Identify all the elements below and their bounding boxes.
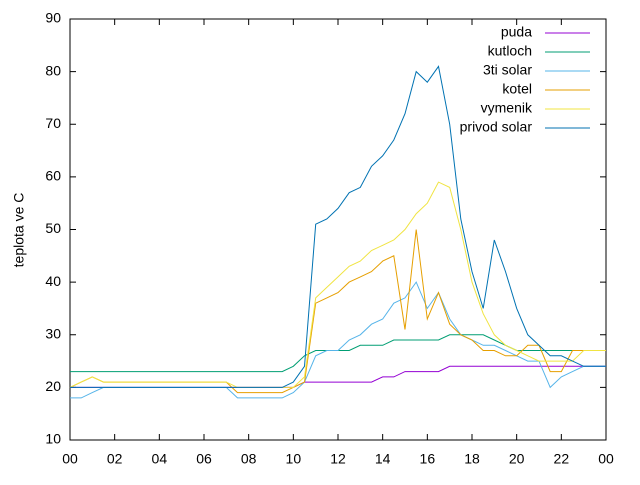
x-tick-label: 10 [286,451,302,467]
legend-label: 3ti solar [483,62,532,78]
x-tick-label: 12 [330,451,346,467]
x-tick-label: 16 [420,451,436,467]
x-tick-label: 02 [107,451,123,467]
series-line [70,281,606,399]
plot-border [69,18,607,441]
x-tick-label: 04 [152,451,168,467]
y-tick-label: 70 [45,115,61,131]
x-tick-label: 14 [375,451,391,467]
y-tick-label: 10 [45,431,61,447]
series-line [70,65,606,388]
legend-label: privod solar [460,119,533,135]
legend-label: kotel [502,81,532,97]
series-line [69,181,606,388]
x-tick-label: 18 [464,451,480,467]
y-tick-label: 60 [45,168,61,184]
y-tick-label: 40 [45,273,61,289]
y-tick-label: 30 [45,325,61,341]
x-tick-label: 00 [598,451,614,467]
y-tick-label: 50 [45,220,61,236]
y-tick-label: 20 [45,378,61,394]
x-tick-label: 00 [62,451,78,467]
y-tick-label: 90 [45,10,61,26]
x-tick-label: 20 [509,451,525,467]
legend-label: kutloch [488,43,532,59]
series-line [69,229,606,394]
x-tick-label: 06 [196,451,212,467]
x-tick-label: 22 [554,451,570,467]
y-tick-label: 80 [45,62,61,78]
series-line [70,365,606,388]
x-tick-label: 08 [241,451,257,467]
y-axis-label: teplota ve C [11,193,27,268]
legend-label: puda [501,24,532,40]
legend-label: vymenik [481,100,533,116]
